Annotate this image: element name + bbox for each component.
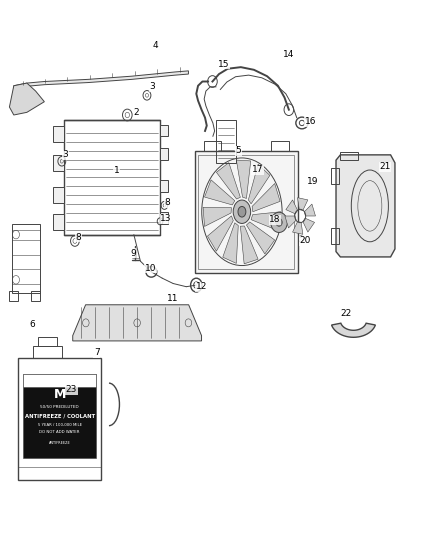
Text: 23: 23 bbox=[66, 385, 77, 394]
Bar bbox=[23, 374, 96, 458]
Bar bbox=[38, 337, 57, 346]
Bar bbox=[198, 155, 294, 269]
Polygon shape bbox=[208, 216, 233, 251]
Polygon shape bbox=[297, 198, 308, 211]
Bar bbox=[204, 141, 221, 151]
Bar bbox=[33, 346, 62, 358]
Text: 14: 14 bbox=[283, 51, 294, 59]
Text: 18: 18 bbox=[269, 215, 281, 224]
Bar bbox=[53, 214, 64, 230]
Text: 22: 22 bbox=[340, 309, 351, 318]
Polygon shape bbox=[223, 223, 238, 263]
Bar bbox=[331, 228, 339, 244]
Text: 12: 12 bbox=[196, 282, 207, 291]
Text: 11: 11 bbox=[166, 294, 178, 303]
Bar bbox=[160, 180, 168, 192]
Text: 13: 13 bbox=[160, 214, 172, 223]
Ellipse shape bbox=[276, 219, 283, 227]
Ellipse shape bbox=[238, 206, 246, 217]
Text: 5 YEAR / 100,000 MILE: 5 YEAR / 100,000 MILE bbox=[38, 423, 82, 427]
Polygon shape bbox=[303, 218, 314, 232]
Polygon shape bbox=[285, 216, 296, 228]
Bar bbox=[331, 168, 339, 184]
Polygon shape bbox=[248, 164, 270, 204]
Polygon shape bbox=[203, 207, 231, 227]
Text: MOPAR: MOPAR bbox=[50, 379, 70, 384]
Text: 1: 1 bbox=[113, 166, 119, 175]
Bar bbox=[160, 212, 168, 224]
Polygon shape bbox=[240, 226, 258, 264]
Bar bbox=[160, 149, 168, 160]
Text: 15: 15 bbox=[218, 60, 229, 69]
Text: 6: 6 bbox=[29, 320, 35, 329]
Polygon shape bbox=[304, 204, 315, 216]
Text: 10: 10 bbox=[145, 264, 156, 272]
Text: 3: 3 bbox=[63, 150, 68, 159]
Polygon shape bbox=[251, 212, 281, 231]
Bar bbox=[53, 155, 64, 171]
Text: 7: 7 bbox=[94, 348, 99, 357]
Polygon shape bbox=[247, 222, 275, 254]
Bar bbox=[64, 120, 160, 235]
Polygon shape bbox=[216, 163, 240, 199]
Bar bbox=[18, 358, 101, 480]
Polygon shape bbox=[293, 222, 303, 235]
Bar bbox=[160, 125, 168, 136]
Bar bbox=[340, 152, 358, 160]
Polygon shape bbox=[252, 183, 280, 212]
Text: 19: 19 bbox=[307, 177, 318, 186]
Text: 2: 2 bbox=[133, 108, 139, 117]
Text: 20: 20 bbox=[300, 237, 311, 246]
Text: 8: 8 bbox=[165, 198, 170, 207]
Text: ANTIFREEZE: ANTIFREEZE bbox=[49, 441, 71, 445]
Bar bbox=[272, 141, 289, 151]
Text: 50/50 PREDILUTED: 50/50 PREDILUTED bbox=[40, 405, 79, 409]
Bar bbox=[53, 187, 64, 203]
Bar bbox=[23, 374, 96, 387]
Text: 8: 8 bbox=[75, 233, 81, 242]
Text: 21: 21 bbox=[379, 162, 391, 171]
Polygon shape bbox=[73, 305, 201, 341]
Polygon shape bbox=[10, 83, 44, 115]
Bar bbox=[53, 126, 64, 142]
Text: DO NOT ADD WATER: DO NOT ADD WATER bbox=[39, 430, 80, 434]
Text: ANTIFREEZE / COOLANT: ANTIFREEZE / COOLANT bbox=[25, 414, 95, 419]
Polygon shape bbox=[286, 200, 297, 214]
Text: M: M bbox=[53, 387, 66, 401]
Polygon shape bbox=[237, 160, 251, 198]
Bar bbox=[195, 151, 297, 273]
Text: 9: 9 bbox=[130, 249, 136, 258]
Bar bbox=[12, 224, 40, 293]
Bar bbox=[10, 292, 18, 301]
Ellipse shape bbox=[233, 200, 251, 223]
Text: 17: 17 bbox=[252, 165, 263, 174]
Ellipse shape bbox=[271, 212, 287, 232]
Text: 4: 4 bbox=[153, 41, 159, 50]
Polygon shape bbox=[332, 323, 375, 337]
Polygon shape bbox=[205, 180, 235, 205]
Text: 16: 16 bbox=[305, 117, 316, 126]
Bar bbox=[215, 120, 237, 163]
Polygon shape bbox=[336, 155, 395, 257]
Text: 3: 3 bbox=[150, 82, 155, 91]
Text: 5: 5 bbox=[236, 146, 241, 155]
Bar bbox=[31, 292, 40, 301]
Polygon shape bbox=[14, 71, 188, 89]
